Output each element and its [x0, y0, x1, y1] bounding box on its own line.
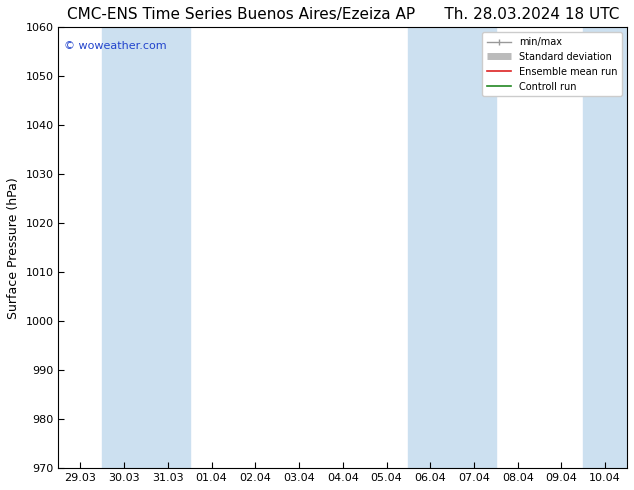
Title: CMC-ENS Time Series Buenos Aires/Ezeiza AP      Th. 28.03.2024 18 UTC: CMC-ENS Time Series Buenos Aires/Ezeiza … [67, 7, 619, 22]
Bar [102, 27, 190, 468]
Bar [408, 27, 496, 468]
Text: © woweather.com: © woweather.com [64, 41, 167, 50]
Bar [583, 27, 634, 468]
Legend: min/max, Standard deviation, Ensemble mean run, Controll run: min/max, Standard deviation, Ensemble me… [482, 32, 622, 97]
Y-axis label: Surface Pressure (hPa): Surface Pressure (hPa) [7, 177, 20, 318]
